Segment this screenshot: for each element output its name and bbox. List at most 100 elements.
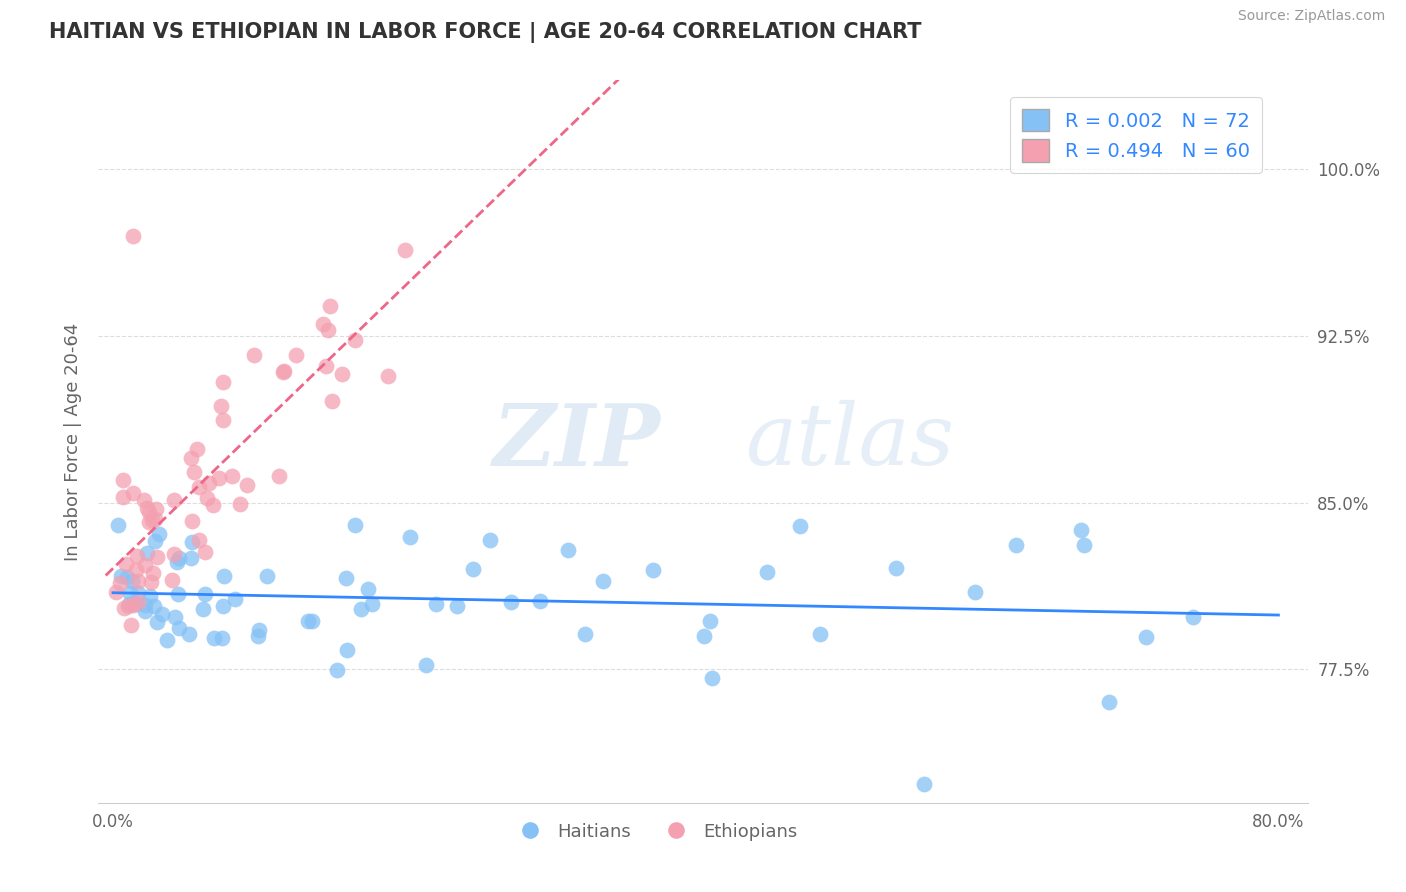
- Point: [125, 597, 148, 611]
- Point: [357, 582, 380, 596]
- Point: [312, 318, 335, 332]
- Point: [699, 615, 721, 629]
- Text: atlas: atlas: [745, 401, 955, 483]
- Point: [350, 602, 373, 616]
- Point: [122, 228, 145, 243]
- Point: [121, 574, 143, 588]
- Point: [139, 589, 162, 603]
- Point: [243, 348, 266, 362]
- Point: [247, 623, 270, 637]
- Point: [180, 534, 202, 549]
- Point: [415, 658, 437, 673]
- Point: [912, 776, 935, 790]
- Point: [143, 534, 166, 549]
- Point: [107, 517, 129, 532]
- Point: [141, 513, 163, 527]
- Point: [808, 627, 831, 641]
- Point: [138, 515, 160, 529]
- Point: [301, 615, 323, 629]
- Point: [166, 555, 188, 569]
- Text: ZIP: ZIP: [494, 400, 661, 483]
- Point: [316, 323, 339, 337]
- Point: [188, 480, 211, 494]
- Point: [127, 586, 149, 600]
- Point: [315, 359, 337, 374]
- Point: [134, 598, 156, 612]
- Point: [1135, 630, 1157, 644]
- Point: [187, 533, 209, 547]
- Point: [120, 618, 142, 632]
- Point: [212, 413, 235, 427]
- Point: [160, 573, 183, 587]
- Point: [1073, 538, 1095, 552]
- Point: [271, 365, 294, 379]
- Point: [336, 643, 359, 657]
- Point: [446, 599, 468, 613]
- Point: [202, 631, 225, 645]
- Point: [318, 299, 340, 313]
- Point: [641, 563, 664, 577]
- Point: [425, 597, 447, 611]
- Y-axis label: In Labor Force | Age 20-64: In Labor Force | Age 20-64: [63, 322, 82, 561]
- Point: [361, 597, 384, 611]
- Point: [229, 497, 252, 511]
- Point: [148, 526, 170, 541]
- Point: [183, 465, 205, 479]
- Point: [108, 576, 131, 591]
- Point: [141, 575, 163, 590]
- Legend: Haitians, Ethiopians: Haitians, Ethiopians: [505, 815, 804, 848]
- Point: [143, 599, 166, 613]
- Point: [138, 506, 160, 520]
- Point: [211, 631, 233, 645]
- Point: [194, 587, 217, 601]
- Point: [236, 478, 259, 492]
- Point: [693, 629, 716, 643]
- Point: [122, 598, 145, 612]
- Point: [134, 604, 156, 618]
- Point: [186, 442, 208, 457]
- Point: [142, 566, 165, 580]
- Point: [756, 566, 779, 580]
- Point: [256, 568, 278, 582]
- Point: [326, 664, 349, 678]
- Point: [202, 498, 225, 512]
- Point: [127, 574, 149, 589]
- Point: [269, 468, 291, 483]
- Point: [343, 333, 366, 347]
- Point: [297, 615, 319, 629]
- Point: [212, 599, 235, 613]
- Point: [398, 530, 420, 544]
- Point: [209, 399, 232, 413]
- Point: [125, 564, 148, 578]
- Point: [212, 569, 235, 583]
- Point: [163, 493, 186, 508]
- Point: [118, 597, 141, 611]
- Point: [963, 585, 986, 599]
- Text: Source: ZipAtlas.com: Source: ZipAtlas.com: [1237, 9, 1385, 23]
- Point: [330, 367, 353, 381]
- Point: [180, 551, 202, 566]
- Point: [574, 626, 596, 640]
- Point: [1070, 523, 1092, 537]
- Point: [224, 592, 246, 607]
- Point: [592, 574, 614, 588]
- Point: [127, 594, 149, 608]
- Point: [146, 615, 169, 630]
- Point: [197, 475, 219, 490]
- Point: [150, 607, 173, 622]
- Point: [499, 595, 522, 609]
- Point: [343, 517, 366, 532]
- Point: [114, 558, 136, 572]
- Point: [221, 469, 243, 483]
- Point: [207, 471, 229, 485]
- Point: [155, 633, 177, 648]
- Point: [557, 543, 579, 558]
- Point: [167, 587, 190, 601]
- Point: [165, 610, 187, 624]
- Point: [335, 571, 357, 585]
- Point: [394, 243, 416, 257]
- Point: [145, 502, 167, 516]
- Point: [127, 549, 149, 564]
- Point: [789, 519, 811, 533]
- Point: [478, 533, 501, 548]
